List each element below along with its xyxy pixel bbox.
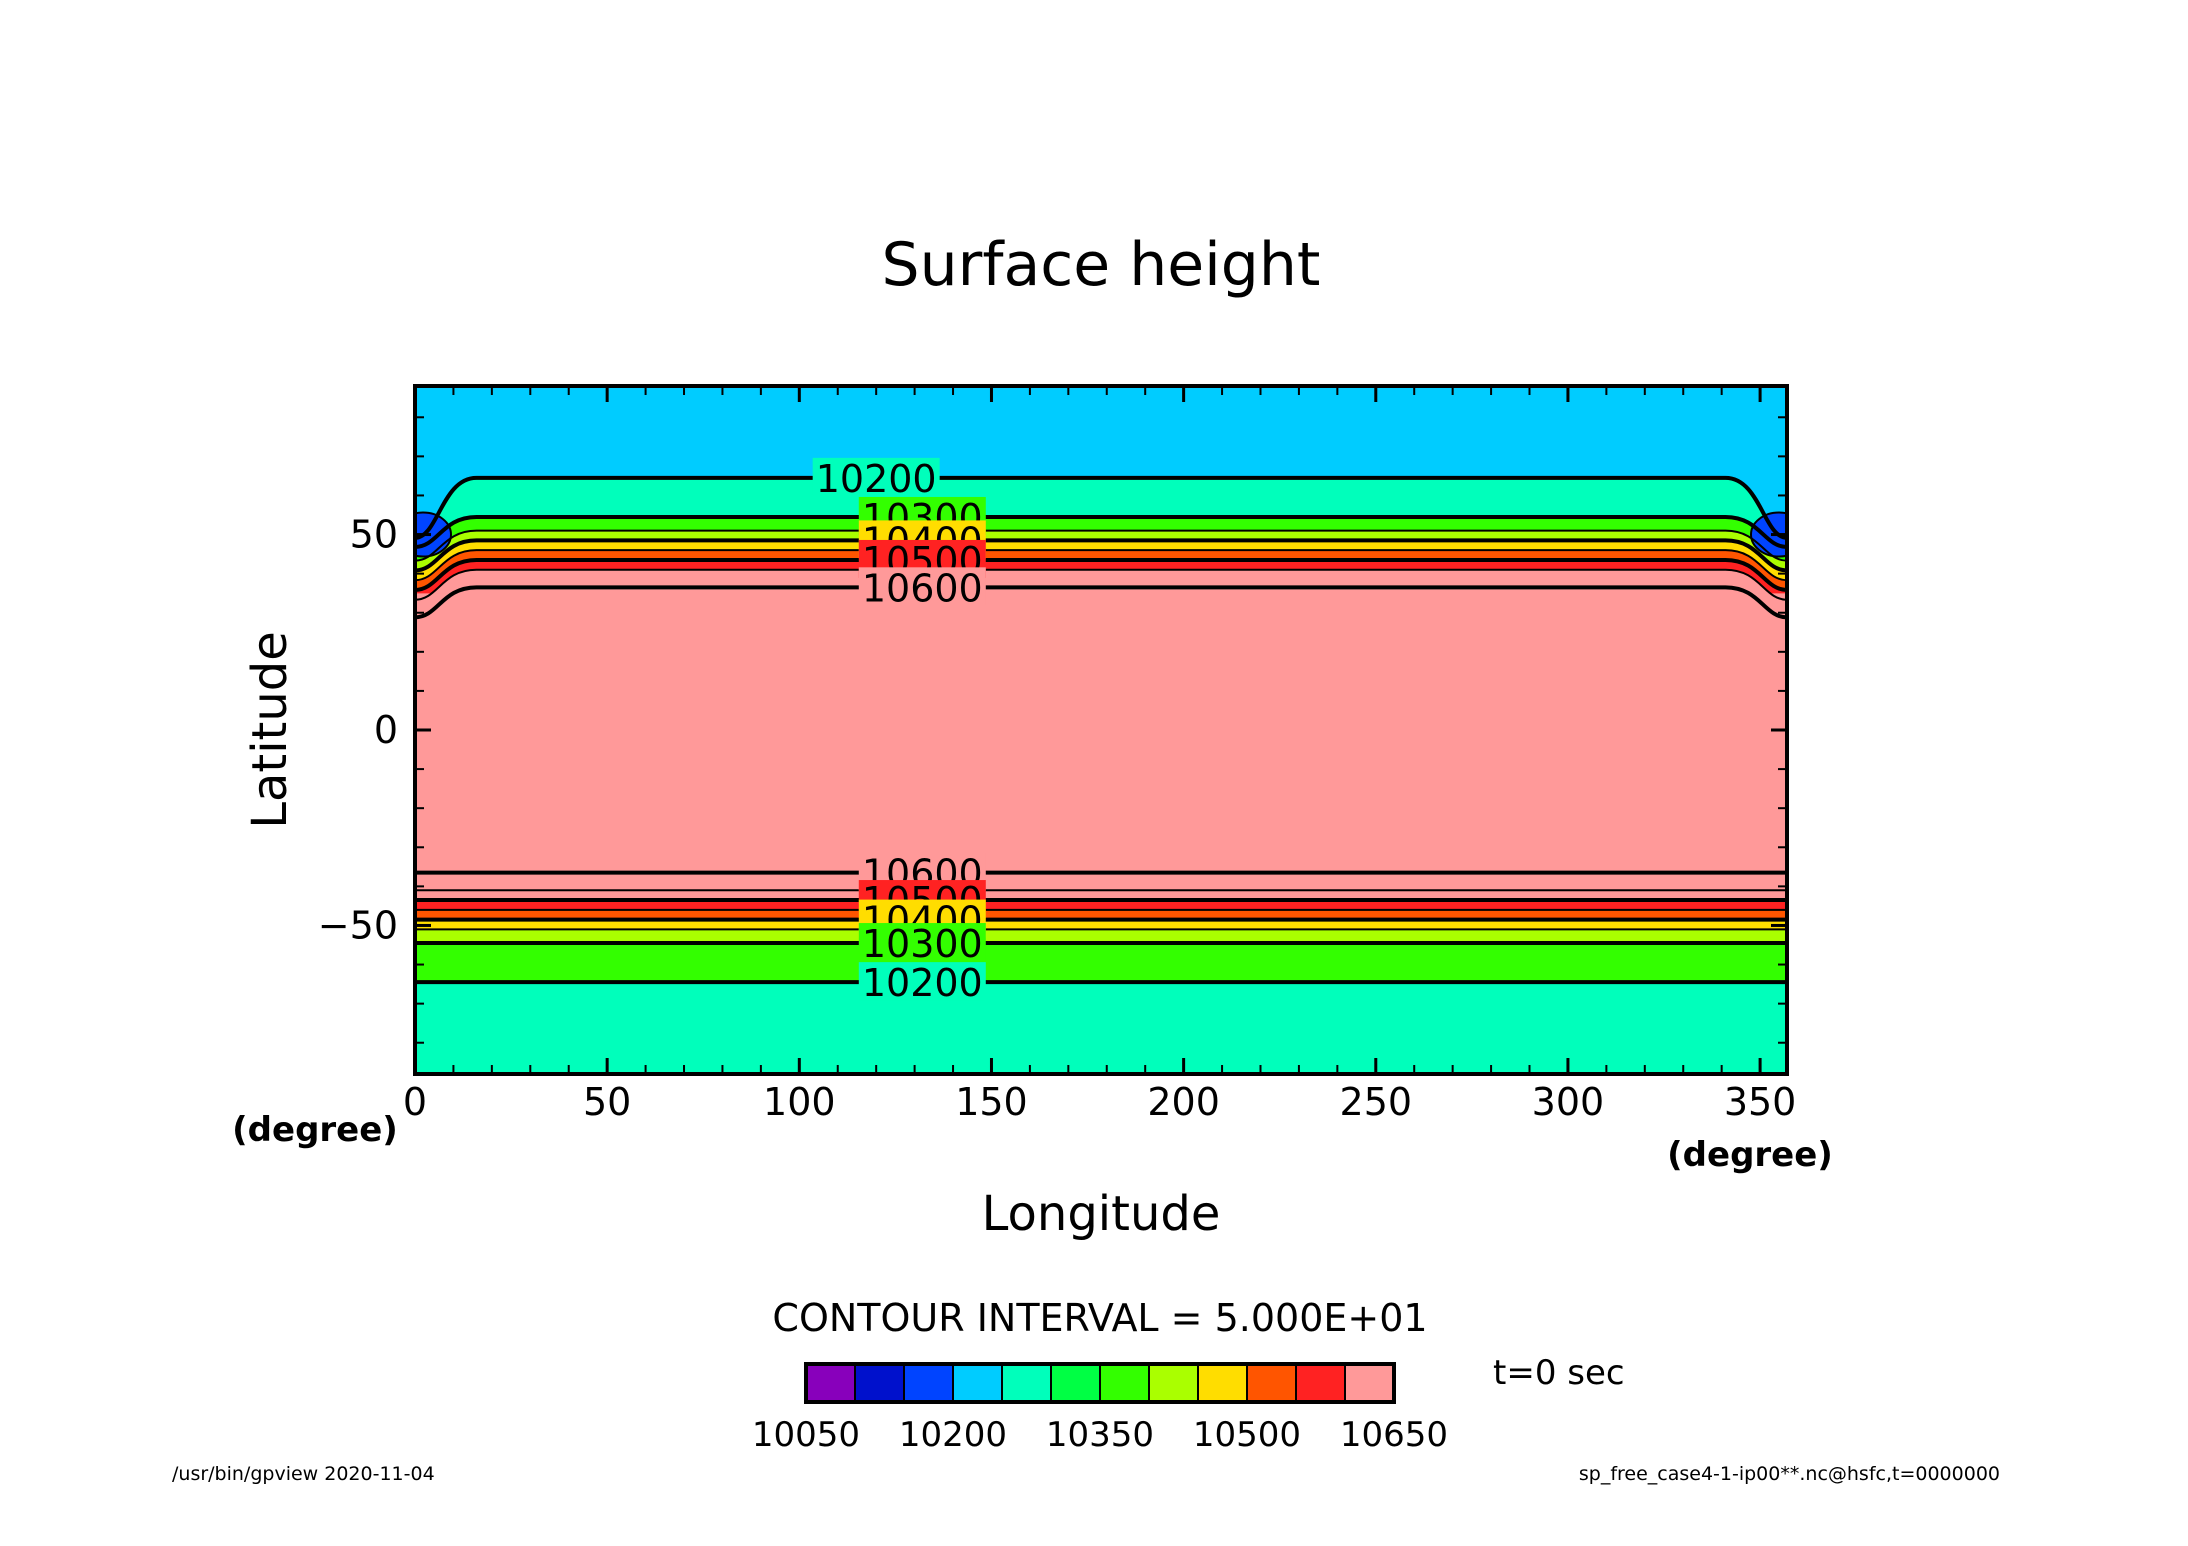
band-south: [415, 929, 1787, 944]
colorbar-cell: [1050, 1363, 1101, 1403]
contour-label-text: 10200: [816, 457, 937, 501]
colorbar-cell: [1099, 1363, 1150, 1403]
colorbar-cell: [805, 1363, 856, 1403]
band-equatorial-south: [415, 730, 1787, 873]
x-unit-right: (degree): [1667, 1135, 1833, 1175]
x-tick-label: 0: [403, 1080, 427, 1124]
band-south: [415, 919, 1787, 930]
contour-label-bg: [812, 457, 940, 496]
x-tick-label: 100: [763, 1080, 836, 1124]
band-south: [415, 890, 1787, 901]
colorbar-cell: [1001, 1363, 1052, 1403]
chart-title: Surface height: [882, 230, 1321, 300]
footer-right: sp_free_case4-1-ip00**.nc@hsfc,t=0000000: [1579, 1463, 2000, 1485]
contour-label-bg: [858, 567, 986, 606]
colorbar-cell: [952, 1363, 1003, 1403]
contour-label: 10200: [858, 961, 986, 1005]
contour-lines: [415, 475, 1787, 985]
colorbar-cell: [854, 1363, 905, 1403]
band-south: [415, 909, 1787, 920]
axis-ticks: 0 50 100 150 200 250 300 350 −50 0 50: [318, 386, 1797, 1124]
colorbar: 10050 10200 10350 10500 10650: [752, 1362, 1448, 1455]
band-south: [415, 872, 1787, 891]
contour-label-text: 10600: [862, 566, 983, 610]
colorbar-label: 10050: [752, 1415, 860, 1455]
x-tick-label: 350: [1724, 1080, 1797, 1124]
y-tick-label: 0: [374, 708, 398, 752]
band-equatorial-north: [415, 587, 1787, 730]
y-tick-label: −50: [318, 903, 398, 947]
contour-line-north: [415, 549, 1787, 582]
colorbar-label: 10500: [1193, 1415, 1301, 1455]
band-south: [415, 900, 1787, 910]
x-tick-label: 250: [1340, 1080, 1413, 1124]
x-tick-label: 50: [583, 1080, 631, 1124]
y-tick-label: 50: [350, 513, 398, 557]
x-tick-label: 300: [1532, 1080, 1605, 1124]
colorbar-cell: [903, 1363, 954, 1403]
contour-label-text: 10200: [862, 961, 983, 1005]
contour-line-north: [415, 585, 1787, 620]
x-tick-label: 150: [955, 1080, 1028, 1124]
colorbar-label: 10200: [899, 1415, 1007, 1455]
contour-label: 10200: [812, 457, 940, 501]
band-south: [415, 943, 1787, 983]
colorbar-cell: [1197, 1363, 1248, 1403]
contour-label: 10600: [858, 566, 986, 610]
contour-line-north: [415, 514, 1787, 549]
contour-labels: 1020010300104001050010600106001050010400…: [812, 457, 986, 1005]
footer-left: /usr/bin/gpview 2020-11-04: [172, 1463, 435, 1485]
x-tick-label: 200: [1147, 1080, 1220, 1124]
contour-line-north: [415, 557, 1787, 592]
contour-label: 10300: [858, 922, 986, 966]
contour-label-text: 10300: [862, 922, 983, 966]
x-axis-label: Longitude: [982, 1186, 1221, 1242]
contour-label-bg: [858, 923, 986, 962]
contour-label-bg: [858, 962, 986, 1001]
colorbar-cell: [1148, 1363, 1199, 1403]
y-axis-label: Latitude: [242, 631, 298, 829]
time-label: t=0 sec: [1493, 1353, 1625, 1393]
colorbar-cell: [1246, 1363, 1297, 1403]
colorbar-cell: [1344, 1363, 1395, 1403]
x-unit-left: (degree): [232, 1110, 398, 1150]
plot-fill: [415, 386, 1787, 1074]
contour-line-north: [415, 568, 1787, 601]
band-south: [415, 982, 1787, 1074]
colorbar-label: 10650: [1340, 1415, 1448, 1455]
colorbar-frame: [804, 1362, 1396, 1404]
contour-line-north: [415, 529, 1787, 562]
colorbar-label: 10350: [1046, 1415, 1154, 1455]
colorbar-cell: [1295, 1363, 1346, 1403]
contour-interval: CONTOUR INTERVAL = 5.000E+01: [772, 1296, 1427, 1340]
contour-line-north: [415, 475, 1787, 540]
contour-line-north: [415, 538, 1787, 573]
